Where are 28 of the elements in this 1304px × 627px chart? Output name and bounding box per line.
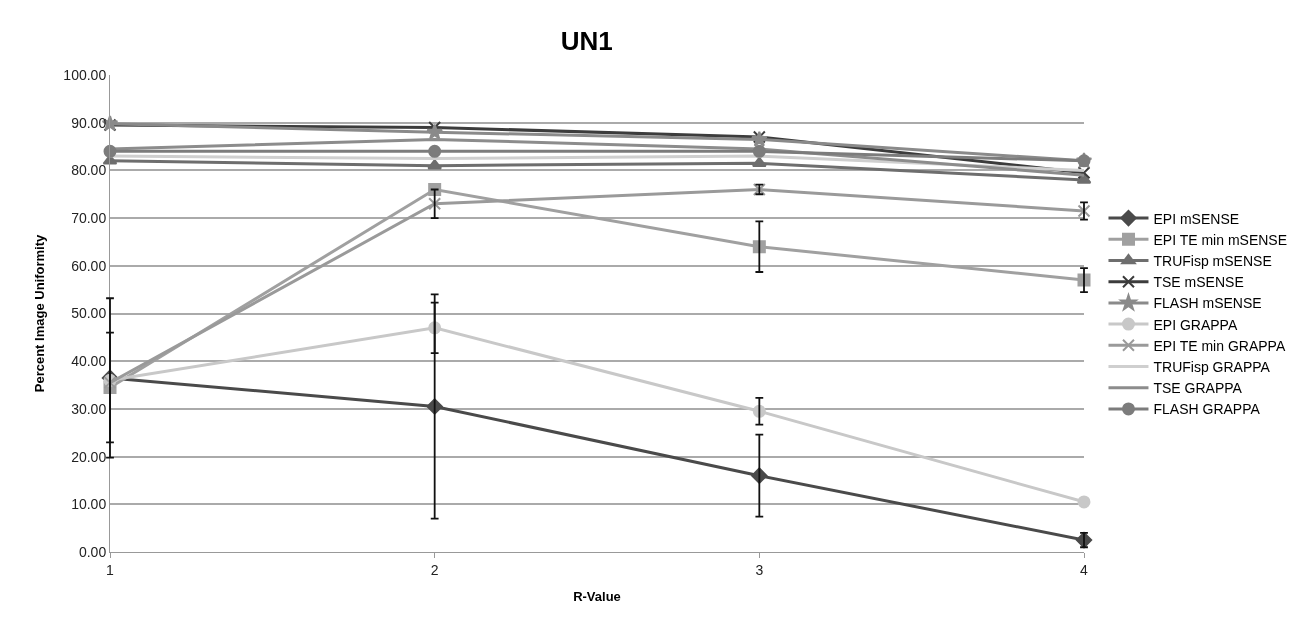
x-tick-label: 2 <box>430 561 439 578</box>
legend-label: TSE mSENSE <box>1153 274 1244 291</box>
y-tick-label: 90.00 <box>71 114 107 131</box>
legend-label: EPI TE min mSENSE <box>1153 231 1288 248</box>
legend-label: FLASH mSENSE <box>1153 295 1262 312</box>
x-tick-label: 4 <box>1080 561 1089 578</box>
legend-label: TRUFisp mSENSE <box>1153 252 1272 269</box>
x-tick-label: 3 <box>755 561 764 578</box>
y-tick-label: 70.00 <box>71 210 107 226</box>
y-tick-label: 40.00 <box>71 353 107 370</box>
y-tick-label: 20.00 <box>71 448 107 465</box>
legend-label: TSE GRAPPA <box>1153 380 1243 397</box>
y-tick-label: 30.00 <box>71 400 107 417</box>
x-axis-title: R-Value <box>573 589 621 605</box>
y-tick-label: 80.00 <box>71 162 107 179</box>
y-tick-label: 10.00 <box>71 496 107 513</box>
legend-label: EPI mSENSE <box>1153 210 1240 227</box>
y-axis-title: Percent Image Uniformity <box>32 233 48 393</box>
y-tick-label: 100.00 <box>63 66 107 83</box>
legend-label: EPI TE min GRAPPA <box>1153 337 1286 354</box>
chart-title: UN1 <box>560 25 613 56</box>
legend-label: EPI GRAPPA <box>1153 316 1238 333</box>
x-tick-label: 1 <box>106 561 115 578</box>
y-tick-label: 0.00 <box>78 543 107 560</box>
y-tick-label: 50.00 <box>71 305 107 322</box>
y-tick-label: 60.00 <box>71 257 107 274</box>
legend-label: TRUFisp GRAPPA <box>1153 358 1271 375</box>
legend-label: FLASH GRAPPA <box>1153 401 1261 418</box>
